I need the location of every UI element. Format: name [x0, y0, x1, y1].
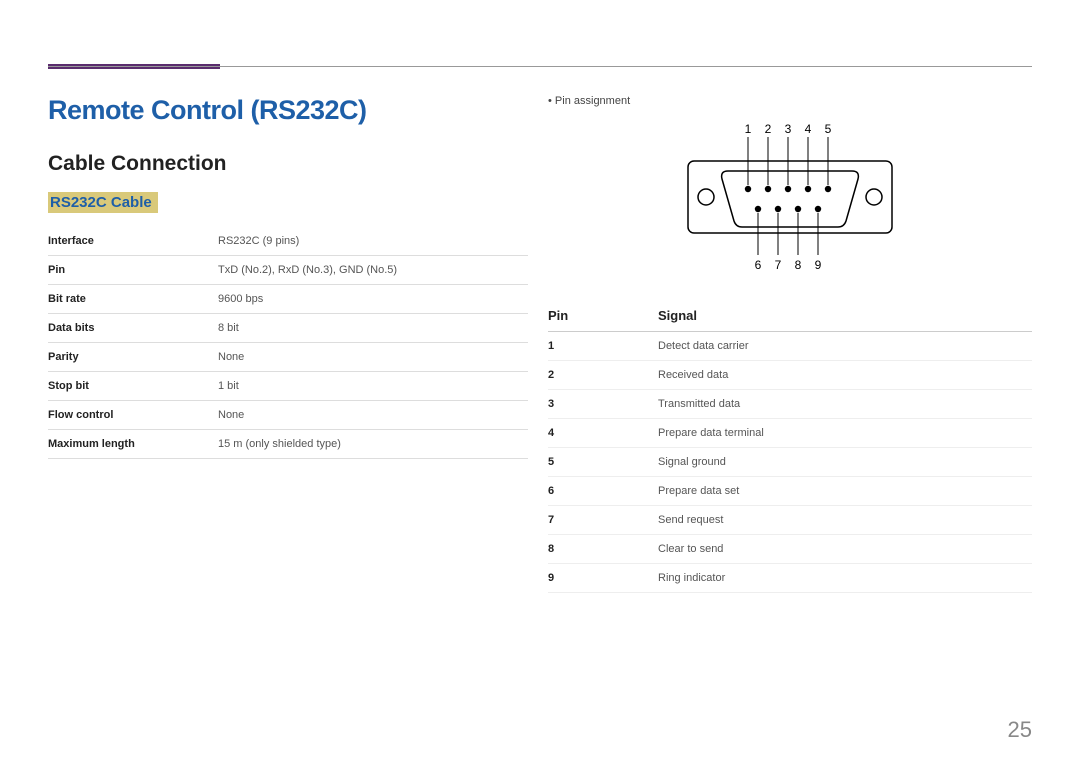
- pin-signal: Send request: [658, 514, 723, 526]
- pin-row: 6Prepare data set: [548, 477, 1032, 506]
- spec-value: 15 m (only shielded type): [218, 438, 341, 450]
- spec-row: Pin TxD (No.2), RxD (No.3), GND (No.5): [48, 256, 528, 285]
- spec-label: Stop bit: [48, 380, 218, 392]
- page-title: Remote Control (RS232C): [48, 95, 528, 126]
- pin-label: 5: [825, 122, 832, 136]
- pin-signal: Signal ground: [658, 456, 726, 468]
- pin-signal: Ring indicator: [658, 572, 725, 584]
- pin-row: 4Prepare data terminal: [548, 419, 1032, 448]
- pin-number: 5: [548, 456, 658, 468]
- spec-value: 8 bit: [218, 322, 239, 334]
- pin-table-header: Pin Signal: [548, 300, 1032, 332]
- pin-header-pin: Pin: [548, 308, 658, 323]
- pin-row: 2Received data: [548, 361, 1032, 390]
- pin-assignment-label: Pin assignment: [548, 95, 1032, 107]
- pin-label: 3: [785, 122, 792, 136]
- spec-value: 1 bit: [218, 380, 239, 392]
- spec-label: Bit rate: [48, 293, 218, 305]
- pin-label: 1: [745, 122, 752, 136]
- spec-row: Maximum length 15 m (only shielded type): [48, 430, 528, 459]
- spec-row: Data bits 8 bit: [48, 314, 528, 343]
- pin-label: 6: [755, 258, 762, 272]
- pin-number: 1: [548, 340, 658, 352]
- spec-value: 9600 bps: [218, 293, 263, 305]
- spec-label: Data bits: [48, 322, 218, 334]
- pin-number: 4: [548, 427, 658, 439]
- spec-value: None: [218, 351, 244, 363]
- pin-label: 8: [795, 258, 802, 272]
- db9-connector-icon: 1 2 3 4 5: [660, 117, 920, 277]
- spec-value: None: [218, 409, 244, 421]
- pin-number: 9: [548, 572, 658, 584]
- header-rule: [48, 66, 1032, 67]
- subsection-heading: RS232C Cable: [48, 192, 158, 213]
- spec-label: Pin: [48, 264, 218, 276]
- right-column: Pin assignment 1 2 3 4 5: [548, 95, 1032, 593]
- page-number: 25: [1008, 717, 1032, 743]
- spec-label: Flow control: [48, 409, 218, 421]
- spec-label: Interface: [48, 235, 218, 247]
- pin-number: 3: [548, 398, 658, 410]
- spec-row: Interface RS232C (9 pins): [48, 227, 528, 256]
- pin-number: 8: [548, 543, 658, 555]
- pin-row: 1Detect data carrier: [548, 332, 1032, 361]
- pin-row: 3Transmitted data: [548, 390, 1032, 419]
- page: Remote Control (RS232C) Cable Connection…: [0, 0, 1080, 623]
- pin-row: 7Send request: [548, 506, 1032, 535]
- pin-row: 8Clear to send: [548, 535, 1032, 564]
- spec-row: Parity None: [48, 343, 528, 372]
- spec-label: Maximum length: [48, 438, 218, 450]
- spec-label: Parity: [48, 351, 218, 363]
- spec-row: Bit rate 9600 bps: [48, 285, 528, 314]
- spec-value: RS232C (9 pins): [218, 235, 299, 247]
- pin-row: 5Signal ground: [548, 448, 1032, 477]
- pin-number: 7: [548, 514, 658, 526]
- pin-label: 2: [765, 122, 772, 136]
- pin-label: 4: [805, 122, 812, 136]
- left-column: Remote Control (RS232C) Cable Connection…: [48, 95, 528, 593]
- spec-table: Interface RS232C (9 pins) Pin TxD (No.2)…: [48, 227, 528, 459]
- section-heading: Cable Connection: [48, 152, 528, 176]
- pin-signal: Detect data carrier: [658, 340, 748, 352]
- pin-signal: Transmitted data: [658, 398, 740, 410]
- spec-row: Flow control None: [48, 401, 528, 430]
- pin-label: 9: [815, 258, 822, 272]
- spec-value: TxD (No.2), RxD (No.3), GND (No.5): [218, 264, 397, 276]
- spec-row: Stop bit 1 bit: [48, 372, 528, 401]
- pin-number: 6: [548, 485, 658, 497]
- pin-number: 2: [548, 369, 658, 381]
- pin-row: 9Ring indicator: [548, 564, 1032, 593]
- connector-diagram: 1 2 3 4 5: [548, 117, 1032, 282]
- pin-signal: Prepare data terminal: [658, 427, 764, 439]
- pin-signal: Received data: [658, 369, 728, 381]
- pin-label: 7: [775, 258, 782, 272]
- pin-header-signal: Signal: [658, 308, 697, 323]
- pin-signal: Prepare data set: [658, 485, 739, 497]
- pin-signal: Clear to send: [658, 543, 723, 555]
